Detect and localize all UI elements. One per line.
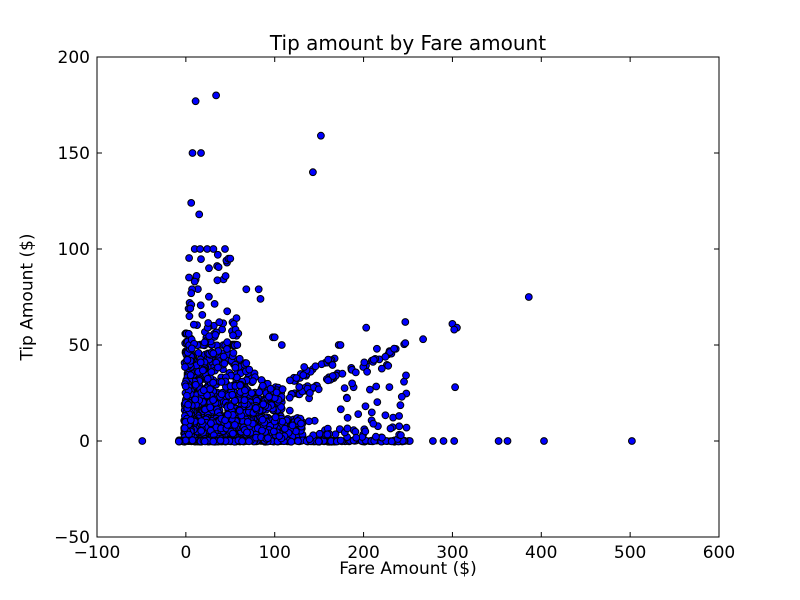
x-axis-label: Fare Amount ($) xyxy=(339,559,477,579)
y-tick-label: 200 xyxy=(58,48,90,68)
x-tick-label: 600 xyxy=(703,543,735,563)
y-tick-label: −50 xyxy=(54,528,90,548)
chart-title: Tip amount by Fare amount xyxy=(269,31,547,55)
axes-spines xyxy=(96,56,720,538)
x-tick-label: 500 xyxy=(614,543,646,563)
x-tick-label: 0 xyxy=(180,543,191,563)
x-tick-label: 300 xyxy=(436,543,468,563)
scatter-points xyxy=(138,91,636,446)
x-tick-label: 200 xyxy=(347,543,379,563)
x-tick-label: 100 xyxy=(258,543,290,563)
y-tick-label: 150 xyxy=(58,144,90,164)
y-tick-label: 50 xyxy=(68,336,90,356)
y-tick-label: 0 xyxy=(79,432,90,452)
x-tick-label: −100 xyxy=(74,543,121,563)
axis-ticks xyxy=(96,56,720,538)
tick-labels: −100 0 100 200 300 400 500 600 −50 0 50 100 150 200 xyxy=(54,48,735,563)
x-tick-label: 400 xyxy=(525,543,557,563)
y-tick-label: 100 xyxy=(58,240,90,260)
